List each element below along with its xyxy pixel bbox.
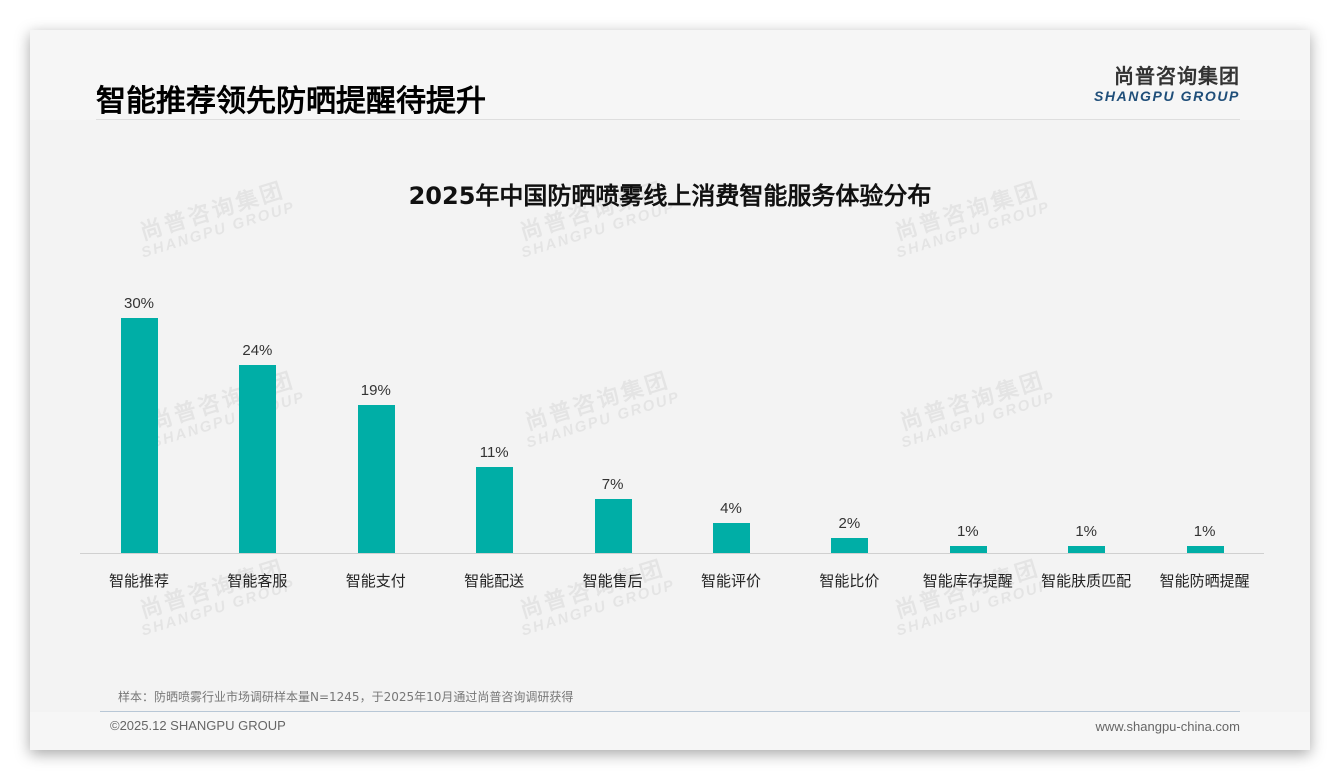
bar-value-label: 4% (720, 499, 742, 517)
sample-note: 样本：防晒喷雾行业市场调研样本量N=1245，于2025年10月通过尚普咨询调研… (118, 690, 574, 704)
bar-group: 7% (554, 280, 672, 554)
bar-group: 19% (317, 280, 435, 554)
bar (1068, 546, 1106, 554)
category-label: 智能库存提醒 (922, 572, 1013, 590)
logo-cn: 尚普咨询集团 (1114, 64, 1240, 88)
bar-group: 24% (198, 280, 316, 554)
bar (1186, 546, 1224, 554)
slide: 智能推荐领先防晒提醒待提升 尚普咨询集团 SHANGPU GROUP 尚普咨询集… (30, 30, 1310, 750)
bar (357, 404, 395, 554)
bar (476, 467, 514, 554)
bar (713, 522, 750, 554)
copyright: ©2025.12 SHANGPU GROUP (110, 718, 286, 733)
bar-value-label: 11% (479, 444, 509, 462)
bar (949, 546, 987, 554)
x-axis-baseline (80, 553, 1264, 554)
bar (594, 498, 632, 554)
bar (121, 318, 158, 554)
bar-value-label: 30% (123, 295, 155, 312)
category-label: 智能支付 (345, 572, 406, 590)
chart-title: 2025年中国防晒喷雾线上消费智能服务体验分布 (408, 182, 932, 210)
bar-group: 30% (80, 280, 198, 554)
bar-value-label: 19% (360, 381, 391, 399)
bar-group: 1% (1146, 280, 1264, 554)
category-label: 智能售后 (582, 572, 643, 590)
bar-value-label: 7% (601, 475, 624, 493)
bar-group: 1% (909, 280, 1027, 554)
bar (239, 365, 277, 554)
bar (831, 538, 869, 554)
bar-group: 4% (672, 280, 790, 554)
logo-en: SHANGPU GROUP (1093, 88, 1240, 104)
category-label: 智能肤质匹配 (1041, 572, 1132, 590)
bar-value-label: 1% (1075, 523, 1098, 541)
watermark: 尚普咨询集团 SHANGPU GROUP (892, 555, 1053, 640)
website-link[interactable]: www.shangpu-china.com (1095, 719, 1240, 734)
page-title: 智能推荐领先防晒提醒待提升 (96, 84, 486, 119)
category-label: 智能评价 (700, 572, 761, 590)
category-label: 智能防晒提醒 (1159, 572, 1250, 590)
category-label: 智能配送 (464, 572, 525, 590)
bar-value-label: 24% (242, 342, 273, 360)
category-label: 智能客服 (227, 572, 288, 590)
title-divider (96, 119, 1240, 120)
footer-divider (100, 711, 1240, 712)
footer-band (30, 712, 1310, 750)
category-label: 智能比价 (819, 572, 880, 590)
bar-value-label: 1% (1193, 523, 1216, 541)
bar-chart-plot: 30% 24% 19% 11% 7% 4% 2% 1% 1% 1% (80, 280, 1264, 554)
logo: 尚普咨询集团 SHANGPU GROUP (1094, 64, 1240, 104)
watermark: 尚普咨询集团 SHANGPU GROUP (517, 555, 678, 640)
header-band (30, 30, 1310, 120)
bar-group: 11% (435, 280, 553, 554)
bar-group: 1% (1027, 280, 1145, 554)
bar-value-label: 1% (956, 523, 979, 541)
category-label: 智能推荐 (108, 572, 169, 590)
watermark: 尚普咨询集团 SHANGPU GROUP (137, 555, 298, 640)
bar-group: 2% (790, 280, 908, 554)
bar-value-label: 2% (838, 515, 861, 533)
